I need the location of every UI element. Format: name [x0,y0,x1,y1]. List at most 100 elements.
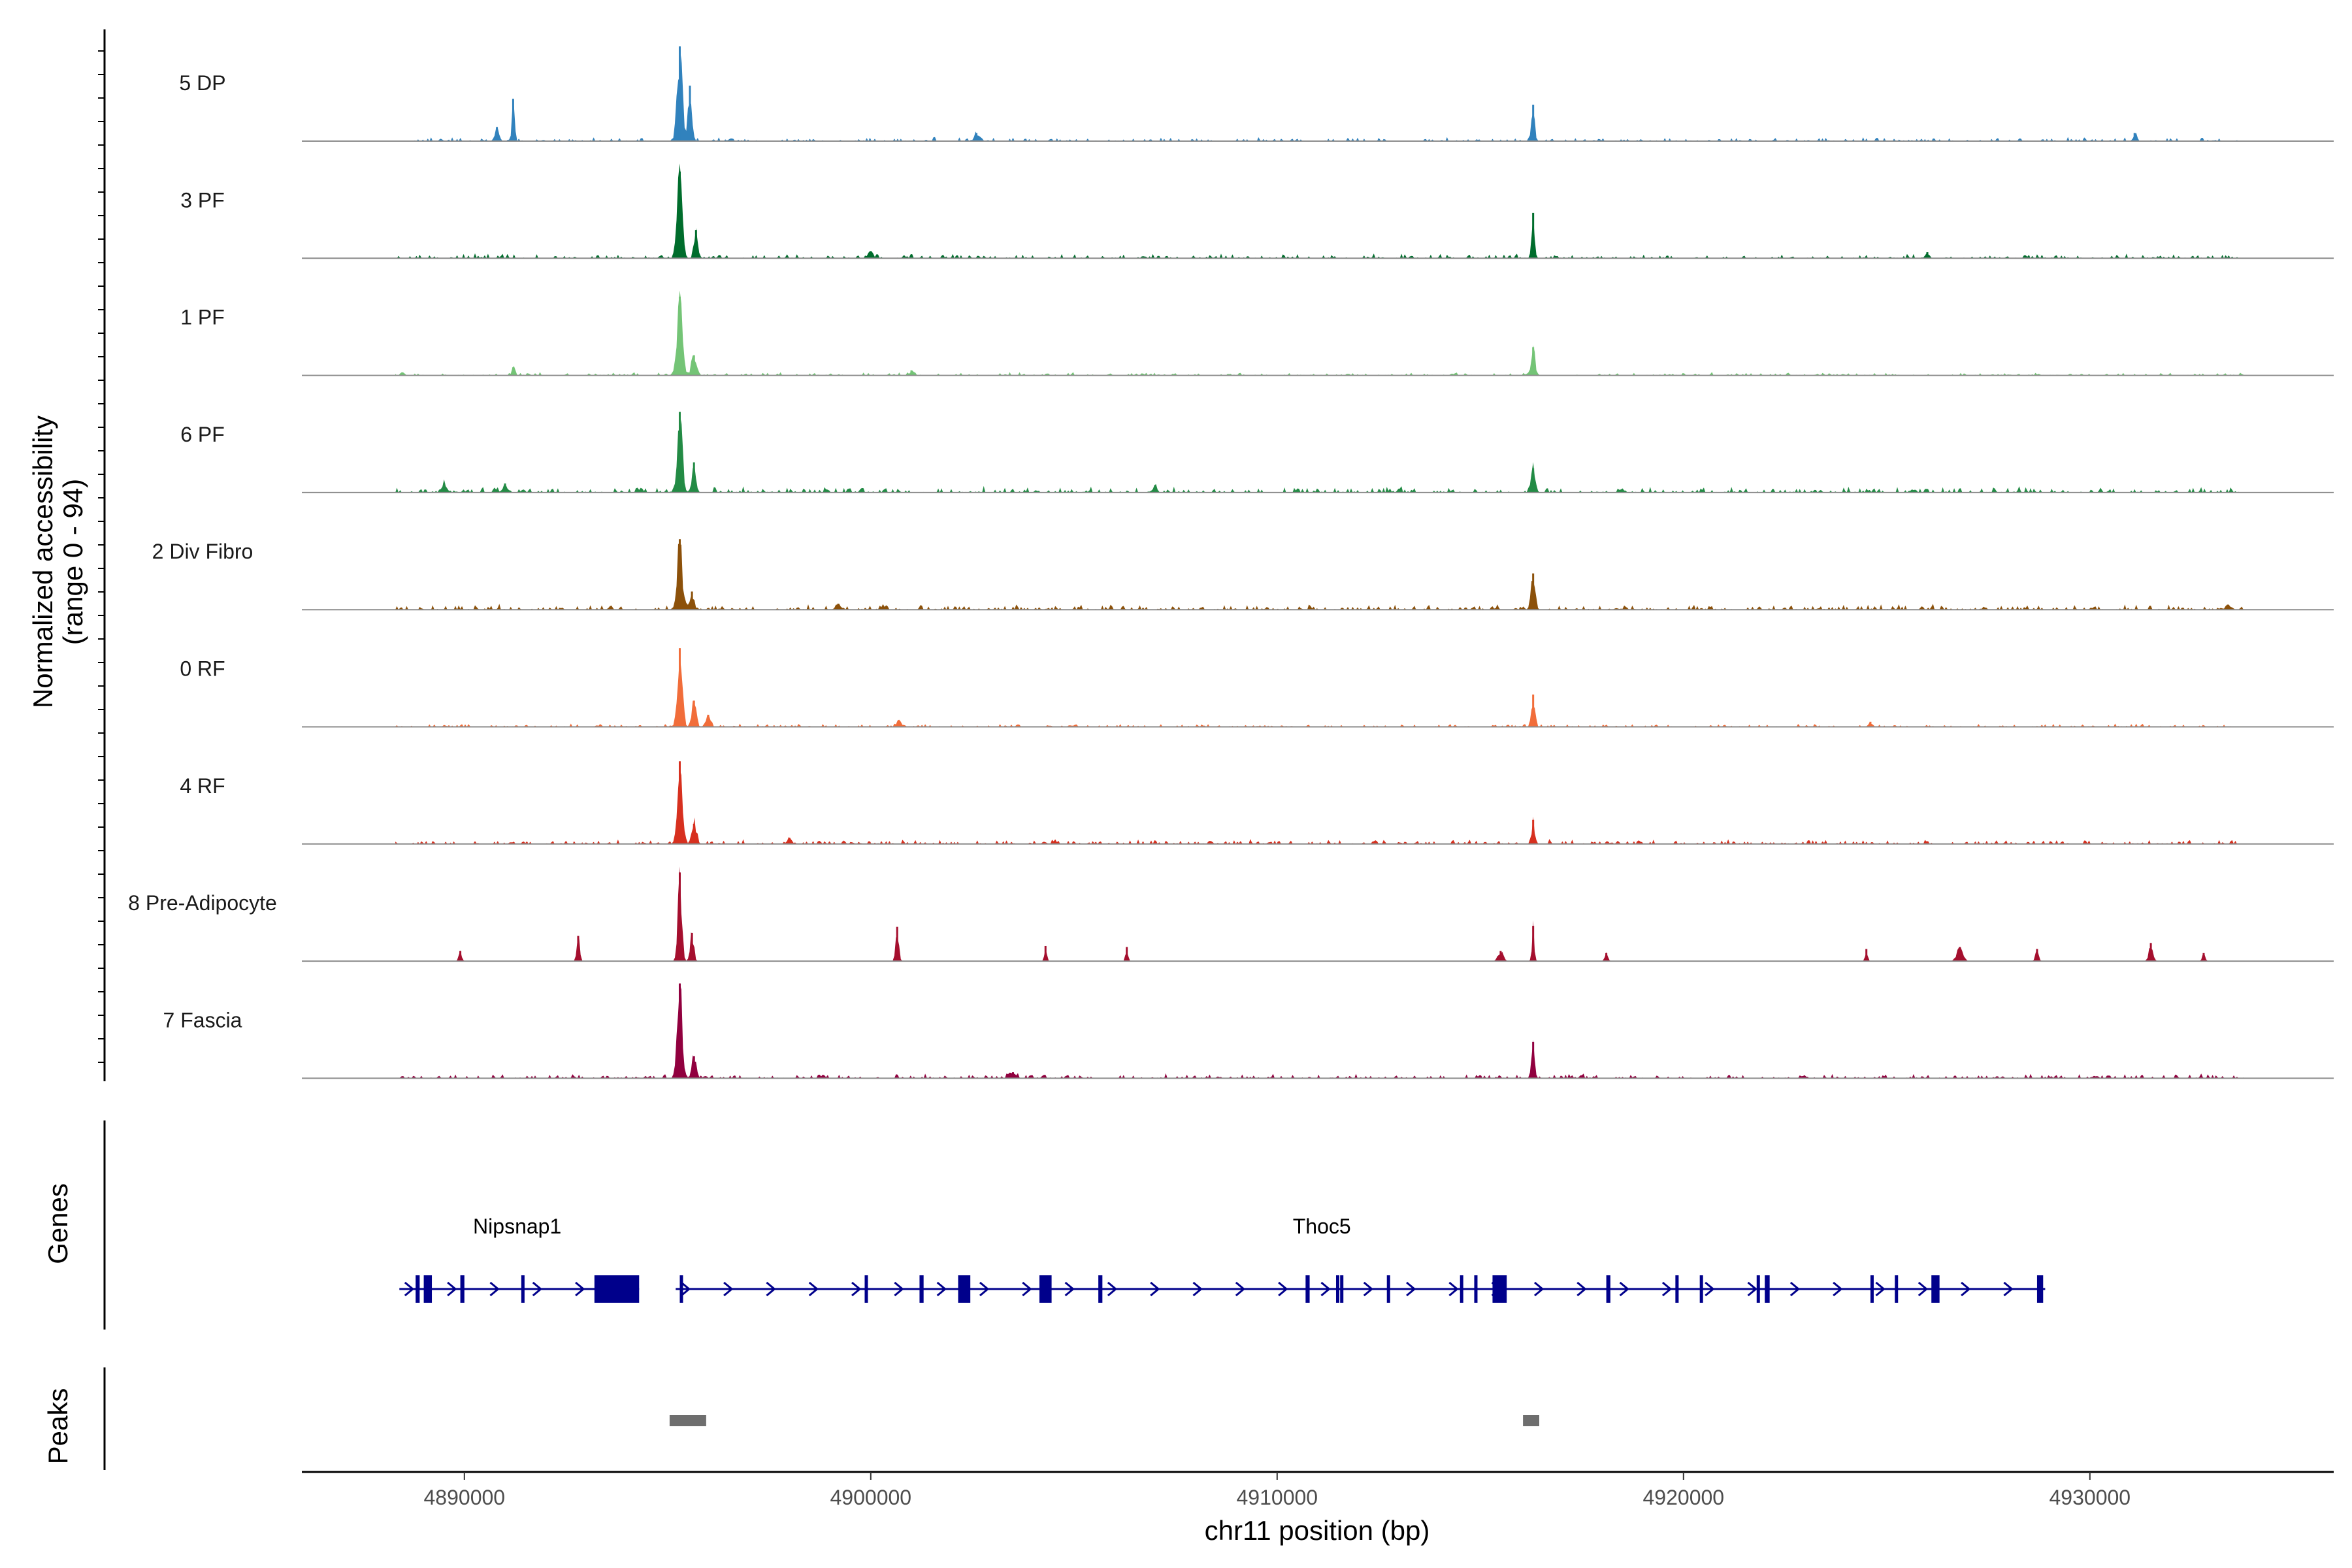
exon [958,1275,971,1303]
strand-arrow [1192,1281,1203,1297]
peak-region [669,1415,706,1426]
strand-arrow [680,1281,691,1297]
strand-arrow [1448,1281,1459,1297]
strand-arrow [808,1281,819,1297]
strand-arrow [1576,1281,1587,1297]
strand-arrow [1534,1281,1544,1297]
strand-arrow [851,1281,862,1297]
track-label: 5 DP [179,71,225,95]
track-label: 3 PF [180,188,225,212]
y-axis [98,29,106,1081]
exon [521,1275,525,1303]
strand-arrow [489,1281,500,1297]
strand-arrow [1150,1281,1160,1297]
tracks-layer: 5 DP 3 PF 1 PF 6 PF 2 Div Fibro 0 RF 4 RF 8 Pre… [128,46,2334,1079]
strand-arrow [1363,1281,1374,1297]
genes-panel-label: Genes [42,1183,73,1264]
genes-panel: Nipsnap1 Thoc5 [103,1120,2046,1330]
strand-arrow [1918,1281,1929,1297]
track-4-rf: 4 RF [180,761,2334,845]
strand-arrow [532,1281,543,1297]
coverage-area [395,866,2245,962]
exon [2036,1275,2044,1303]
strand-arrow [1235,1281,1246,1297]
exon [679,1275,683,1303]
track-3-pf: 3 PF [180,163,2334,259]
x-tick-label: 4920000 [1643,1486,1725,1509]
exon [594,1275,640,1303]
track-label: 4 RF [180,774,225,798]
strand-arrow [1747,1281,1757,1297]
track-label: 2 Div Fibro [152,540,253,563]
strand-arrow [894,1281,904,1297]
exon [460,1275,465,1303]
exon [919,1275,924,1303]
strand-arrow [1833,1281,1843,1297]
peaks-panel [103,1367,1539,1470]
strand-arrow [936,1281,947,1297]
y-axis-range: (range 0 - 94) [57,479,88,645]
strand-arrow [447,1281,457,1297]
x-tick-label: 4910000 [1237,1486,1318,1509]
track-label: 0 RF [180,657,225,681]
gene-nipsnap1: Nipsnap1 [399,1215,640,1303]
track-7-fascia: 7 Fascia [163,983,2334,1079]
exon [1895,1275,1899,1303]
exon [1386,1275,1390,1303]
exon [1335,1275,1339,1303]
strand-arrow [1064,1281,1075,1297]
track-5-dp: 5 DP [179,46,2334,142]
track-label: 6 PF [180,423,225,446]
exon [1606,1275,1610,1303]
exon [1039,1275,1052,1303]
track-6-pf: 6 PF [180,412,2334,493]
exon [864,1275,868,1303]
x-tick-label: 4890000 [424,1486,506,1509]
exon [1492,1275,1507,1303]
x-axis-title: chr11 position (bp) [1205,1515,1430,1546]
x-tick-label: 4930000 [2050,1486,2131,1509]
exon [1765,1275,1770,1303]
strand-arrow [1961,1281,1971,1297]
peak-region [1523,1415,1539,1426]
gene-label: Nipsnap1 [473,1215,561,1238]
strand-arrow [1278,1281,1288,1297]
exon [423,1275,433,1303]
exon [1699,1275,1703,1303]
exon [1870,1275,1874,1303]
exon [416,1275,420,1303]
strand-arrow [723,1281,734,1297]
y-axis-title: Normalized accessibility [27,416,58,708]
strand-arrow [766,1281,776,1297]
strand-arrow [1875,1281,1886,1297]
track-1-pf: 1 PF [180,290,2334,376]
strand-arrow [1619,1281,1629,1297]
track-label: 8 Pre-Adipocyte [128,891,277,915]
exon [1098,1275,1103,1303]
exon [1675,1275,1679,1303]
exon [1460,1275,1463,1303]
strand-arrow [1789,1281,1801,1297]
track-label: 1 PF [180,306,225,329]
strand-arrow [1320,1281,1331,1297]
gene-thoc5: Thoc5 [676,1215,2046,1303]
strand-arrow [575,1281,585,1297]
strand-arrow [1406,1281,1416,1297]
strand-arrow [979,1281,990,1297]
exon [1931,1275,1940,1303]
strand-arrow [1022,1281,1032,1297]
track-label: 7 Fascia [163,1008,242,1032]
gene-label: Thoc5 [1293,1215,1351,1238]
exon [1340,1275,1344,1303]
x-axis: 4890000 4900000 4910000 4920000 4930000 [302,1471,2334,1509]
x-tick-label: 4900000 [830,1486,912,1509]
strand-arrow [1705,1281,1715,1297]
strand-arrow [404,1281,415,1297]
track-8-pre-adipocyte: 8 Pre-Adipocyte [128,866,2334,962]
track-0-rf: 0 RF [180,648,2334,728]
exon [1474,1275,1478,1303]
strand-arrow [1107,1281,1118,1297]
exon [1756,1275,1760,1303]
track-2-div-fibro: 2 Div Fibro [152,539,2334,611]
